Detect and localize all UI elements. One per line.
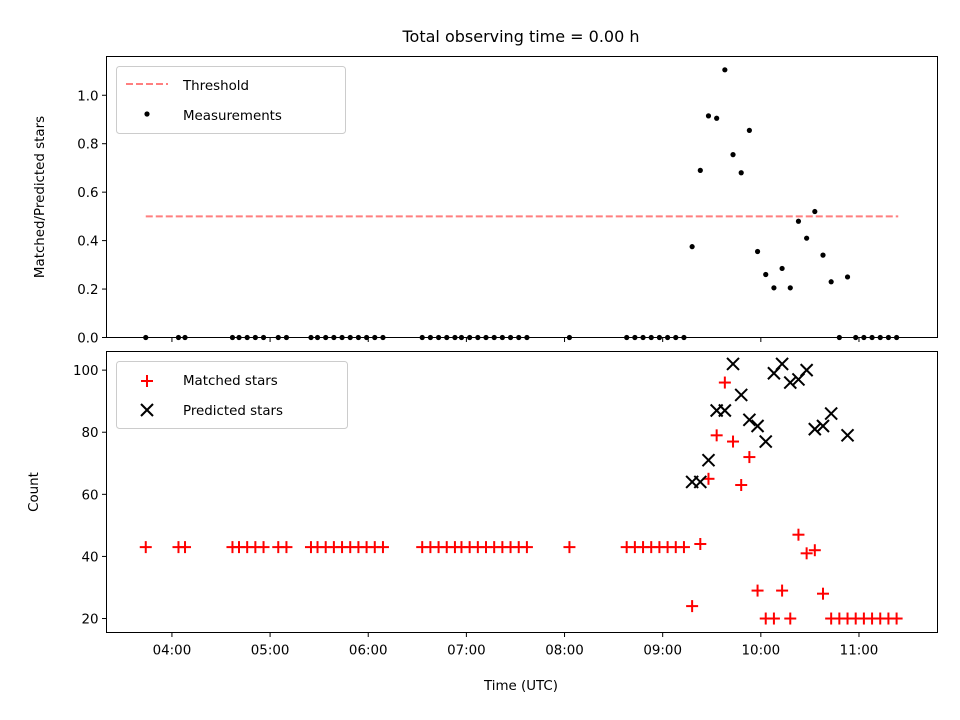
predicted-stars-point-17 bbox=[824, 406, 838, 421]
top-y-tick-label: 0.2 bbox=[77, 283, 98, 298]
legend-threshold-label: Threshold bbox=[182, 79, 249, 94]
matched-stars-point-7 bbox=[257, 541, 270, 554]
predicted-stars-point-12 bbox=[783, 375, 797, 390]
matched-stars-point-68 bbox=[890, 612, 903, 625]
measurements-point-47 bbox=[722, 67, 728, 73]
matched-stars-point-43 bbox=[686, 600, 699, 613]
predicted-stars-point-15 bbox=[808, 422, 822, 436]
matched-stars-point-51 bbox=[751, 584, 764, 597]
matched-stars-point-55 bbox=[784, 612, 797, 625]
predicted-stars-point-11 bbox=[775, 357, 789, 371]
measurements-point-57 bbox=[804, 235, 810, 241]
matched-stars-point-48 bbox=[727, 435, 740, 448]
measurements-point-58 bbox=[812, 208, 818, 215]
predicted-stars-point-7 bbox=[742, 413, 757, 427]
x-tick-label: 04:00 bbox=[153, 644, 192, 659]
top-chart-title: Total observing time = 0.00 h bbox=[401, 27, 639, 46]
measurements-point-54 bbox=[779, 265, 785, 272]
matched-stars-point-33 bbox=[520, 541, 533, 554]
bottom-y-axis-label: Count bbox=[27, 472, 42, 512]
predicted-stars-point-16 bbox=[816, 419, 830, 433]
measurements-point-43 bbox=[689, 244, 695, 250]
measurements-point-44 bbox=[697, 167, 703, 173]
matched-stars-point-0 bbox=[139, 541, 152, 554]
matched-stars-point-19 bbox=[376, 541, 389, 554]
measurements-point-51 bbox=[754, 248, 761, 255]
legend-predicted-label: Predicted stars bbox=[183, 404, 283, 419]
top-y-tick-label: 1.0 bbox=[77, 89, 98, 104]
legend-matched-label: Matched stars bbox=[183, 374, 278, 389]
top-y-tick-label: 0.0 bbox=[77, 332, 98, 347]
matched-stars-point-49 bbox=[735, 479, 748, 492]
measurements-point-53 bbox=[771, 285, 777, 291]
legend-measurements-label: Measurements bbox=[183, 109, 282, 124]
legend-predicted-swatch bbox=[140, 403, 154, 417]
matched-stars-point-2 bbox=[179, 541, 192, 554]
matched-stars-point-9 bbox=[280, 541, 293, 554]
predicted-stars-point-18 bbox=[840, 428, 855, 443]
bottom-y-tick-label: 20 bbox=[81, 613, 98, 628]
measurements-point-46 bbox=[714, 115, 720, 121]
matched-stars-point-53 bbox=[767, 612, 780, 625]
bottom-y-tick-label: 40 bbox=[81, 550, 98, 565]
matched-stars-point-59 bbox=[816, 587, 829, 600]
matched-stars-point-47 bbox=[718, 376, 731, 389]
predicted-stars-point-4 bbox=[718, 403, 732, 418]
top-y-tick-label: 0.6 bbox=[77, 186, 98, 201]
x-tick-label: 11:00 bbox=[840, 644, 879, 659]
x-tick-label: 09:00 bbox=[643, 644, 682, 659]
matched-stars-point-50 bbox=[743, 451, 756, 464]
matched-stars-point-44 bbox=[694, 538, 707, 551]
measurements-point-59 bbox=[820, 252, 826, 258]
x-tick-label: 06:00 bbox=[349, 644, 388, 659]
bottom-legend: Matched stars Predicted stars bbox=[116, 361, 348, 429]
matched-stars-point-34 bbox=[563, 541, 576, 554]
x-axis-label: Time (UTC) bbox=[483, 679, 558, 694]
measurements-point-48 bbox=[730, 152, 736, 158]
bottom-y-tick-label: 100 bbox=[73, 364, 99, 379]
measurements-point-49 bbox=[738, 170, 744, 176]
top-plot-area: 0.0 0.2 0.4 0.6 0.8 1.0 Matched/Predicted sta… bbox=[33, 56, 938, 347]
bottom-plot-area: 20 40 60 80 100 04:00 05:00 06:00 07:00 08:00 09:… bbox=[27, 351, 938, 694]
measurements-point-55 bbox=[787, 285, 793, 291]
measurements-point-60 bbox=[828, 279, 834, 285]
predicted-stars-point-14 bbox=[799, 363, 814, 377]
top-legend: Threshold Measurements bbox=[116, 66, 346, 134]
top-y-axis-label: Matched/Predicted stars bbox=[33, 116, 48, 278]
measurements-point-52 bbox=[763, 271, 769, 278]
matched-stars-point-42 bbox=[677, 541, 690, 554]
x-tick-label: 08:00 bbox=[545, 644, 584, 659]
top-y-tick-label: 0.4 bbox=[77, 235, 98, 250]
legend-measurements-swatch bbox=[144, 111, 150, 117]
measurements-point-50 bbox=[746, 127, 752, 133]
measurements-point-62 bbox=[844, 274, 851, 280]
predicted-stars-point-2 bbox=[701, 453, 716, 467]
predicted-stars-point-5 bbox=[726, 357, 740, 371]
x-tick-label: 07:00 bbox=[447, 644, 486, 659]
x-tick-label: 05:00 bbox=[251, 644, 290, 659]
matched-stars-point-46 bbox=[710, 429, 723, 442]
predicted-stars-point-8 bbox=[750, 419, 765, 433]
measurements-point-56 bbox=[795, 218, 802, 224]
matched-stars-point-54 bbox=[776, 584, 789, 597]
matched-stars-point-58 bbox=[808, 544, 821, 557]
predicted-stars-point-9 bbox=[759, 434, 773, 449]
measurements-point-45 bbox=[705, 113, 712, 119]
legend-matched-swatch bbox=[141, 375, 153, 387]
matched-stars-point-56 bbox=[792, 528, 805, 541]
bottom-y-tick-label: 80 bbox=[81, 426, 98, 441]
matched-stars-point-57 bbox=[800, 547, 813, 560]
top-y-tick-label: 0.8 bbox=[77, 138, 98, 153]
x-tick-label: 10:00 bbox=[742, 644, 781, 659]
predicted-stars-point-6 bbox=[734, 388, 748, 402]
predicted-stars-point-1 bbox=[693, 475, 708, 489]
bottom-y-tick-label: 60 bbox=[81, 488, 98, 503]
